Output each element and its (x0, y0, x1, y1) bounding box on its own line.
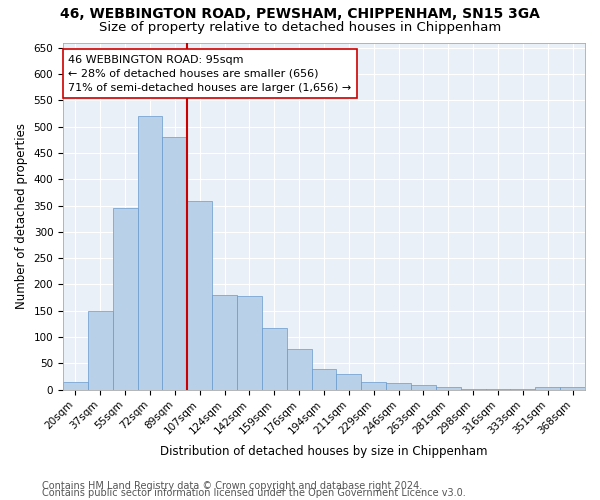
Bar (137, 116, 163, 390)
Bar (262, 328, 287, 390)
Bar (163, 137, 187, 390)
Bar (560, 387, 585, 390)
Bar (187, 202, 212, 390)
Text: 46 WEBBINGTON ROAD: 95sqm
← 28% of detached houses are smaller (656)
71% of semi: 46 WEBBINGTON ROAD: 95sqm ← 28% of detac… (68, 54, 352, 92)
X-axis label: Distribution of detached houses by size in Chippenham: Distribution of detached houses by size … (160, 444, 488, 458)
Bar (311, 368, 337, 390)
Bar (386, 382, 411, 390)
Bar (535, 387, 560, 390)
Text: Contains public sector information licensed under the Open Government Licence v3: Contains public sector information licen… (42, 488, 466, 498)
Bar (461, 388, 485, 390)
Text: Size of property relative to detached houses in Chippenham: Size of property relative to detached ho… (99, 21, 501, 34)
Bar (237, 296, 262, 390)
Bar (485, 389, 511, 390)
Text: Contains HM Land Registry data © Crown copyright and database right 2024.: Contains HM Land Registry data © Crown c… (42, 481, 422, 491)
Bar (113, 208, 137, 390)
Y-axis label: Number of detached properties: Number of detached properties (15, 123, 28, 309)
Bar (361, 382, 386, 390)
Text: 46, WEBBINGTON ROAD, PEWSHAM, CHIPPENHAM, SN15 3GA: 46, WEBBINGTON ROAD, PEWSHAM, CHIPPENHAM… (60, 8, 540, 22)
Bar (212, 295, 237, 390)
Bar (436, 387, 461, 390)
Bar (337, 374, 361, 390)
Bar (511, 389, 535, 390)
Bar (411, 386, 436, 390)
Bar (88, 310, 113, 390)
Bar (287, 348, 311, 390)
Bar (63, 382, 88, 390)
